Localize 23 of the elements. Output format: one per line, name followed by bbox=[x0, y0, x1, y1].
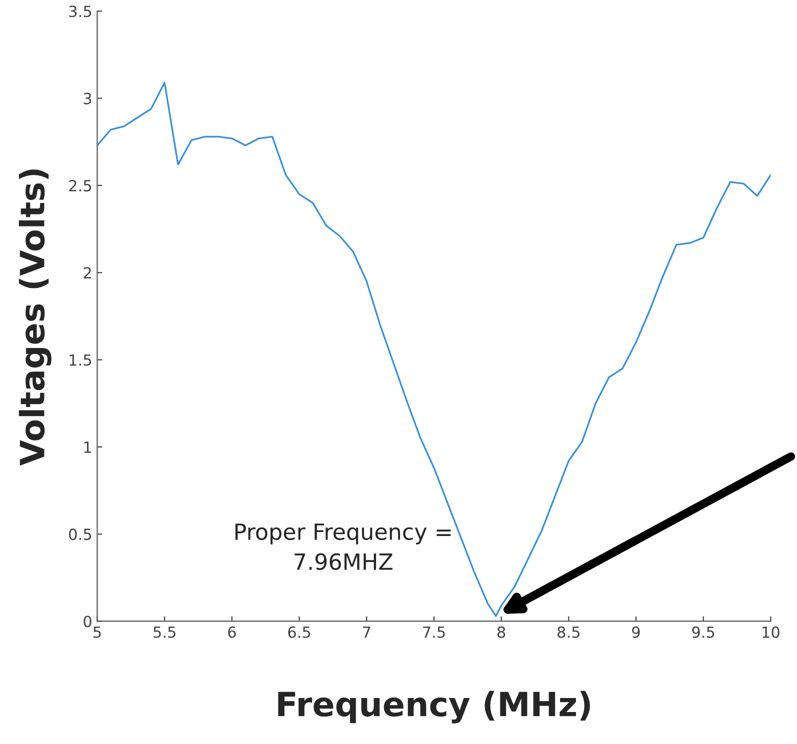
x-axis-title: Frequency (MHz) bbox=[278, 690, 590, 724]
x-tick-label: 7.5 bbox=[423, 626, 445, 638]
y-tick-label: 2.5 bbox=[69, 180, 92, 192]
x-tick-label: 6.5 bbox=[288, 626, 310, 638]
x-tick-label: 9.5 bbox=[692, 626, 714, 638]
x-tick-label: 6 bbox=[228, 626, 236, 638]
line-series bbox=[97, 82, 771, 617]
y-tick-label: 0 bbox=[84, 616, 92, 628]
y-tick-label: 3.5 bbox=[69, 6, 92, 18]
x-tick-label: 8.5 bbox=[558, 626, 580, 638]
y-tick-label: 2 bbox=[84, 267, 91, 278]
x-tick-label: 8 bbox=[497, 626, 506, 638]
x-tick-label: 10 bbox=[762, 626, 780, 638]
x-tick-label: 7 bbox=[363, 626, 370, 638]
annotation: Proper Frequency = 7.96MHZ bbox=[235, 524, 451, 570]
x-tick-label: 5.5 bbox=[154, 626, 176, 638]
y-tick-label: 3 bbox=[84, 92, 92, 104]
x-tick-label: 5 bbox=[94, 626, 101, 638]
y-tick-label: 1.5 bbox=[70, 354, 92, 366]
y-tick-label: 0.5 bbox=[69, 528, 92, 540]
x-tick-label: 9 bbox=[632, 626, 640, 638]
y-tick-label: 1 bbox=[84, 442, 91, 453]
y-axis-title: Voltages (Volts) bbox=[18, 169, 52, 466]
